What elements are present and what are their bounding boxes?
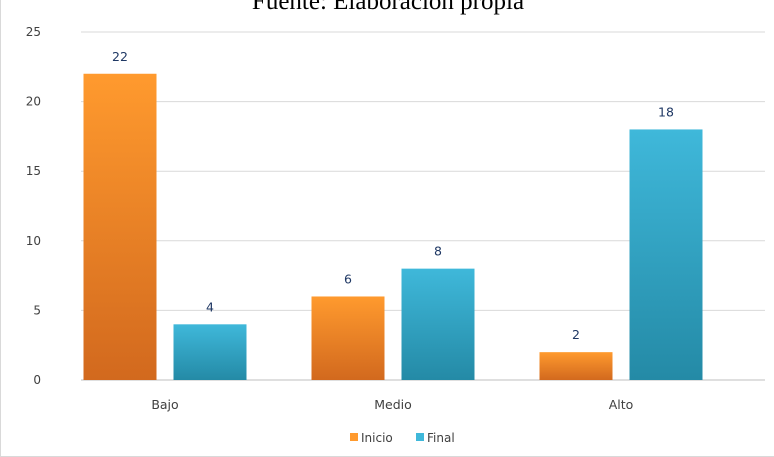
y-tick-label: 15	[26, 164, 41, 178]
data-label: 18	[658, 104, 674, 119]
data-label: 2	[572, 327, 580, 342]
data-label: 4	[206, 299, 214, 314]
data-label: 6	[344, 271, 352, 286]
legend: Inicio Final	[350, 431, 455, 445]
bar-inicio-bajo	[83, 73, 157, 380]
x-axis-categories: Bajo Medio Alto	[151, 397, 633, 412]
legend-swatch-final	[416, 433, 424, 441]
y-tick-label: 20	[26, 95, 41, 109]
y-tick-label: 0	[33, 373, 41, 387]
legend-label-inicio: Inicio	[361, 431, 393, 445]
bar-final-alto	[629, 129, 703, 380]
y-tick-label: 5	[33, 303, 41, 317]
data-label: 8	[434, 244, 442, 259]
bars	[83, 73, 703, 380]
bar-final-medio	[401, 268, 475, 380]
bar-inicio-medio	[311, 296, 385, 380]
legend-label-final: Final	[427, 431, 455, 445]
data-labels: 22 4 6 8 2 18	[112, 49, 674, 342]
data-label: 22	[112, 49, 128, 64]
category-label-bajo: Bajo	[151, 397, 178, 412]
chart-title: Fuente: Elaboración propia	[251, 0, 525, 15]
y-axis-ticks: 0 5 10 15 20 25	[26, 25, 41, 387]
category-label-medio: Medio	[374, 397, 412, 412]
bar-final-bajo	[173, 324, 247, 380]
y-tick-label: 25	[26, 25, 41, 39]
category-label-alto: Alto	[609, 397, 634, 412]
y-tick-label: 10	[26, 234, 41, 248]
bar-inicio-alto	[539, 352, 613, 380]
legend-swatch-inicio	[350, 433, 358, 441]
